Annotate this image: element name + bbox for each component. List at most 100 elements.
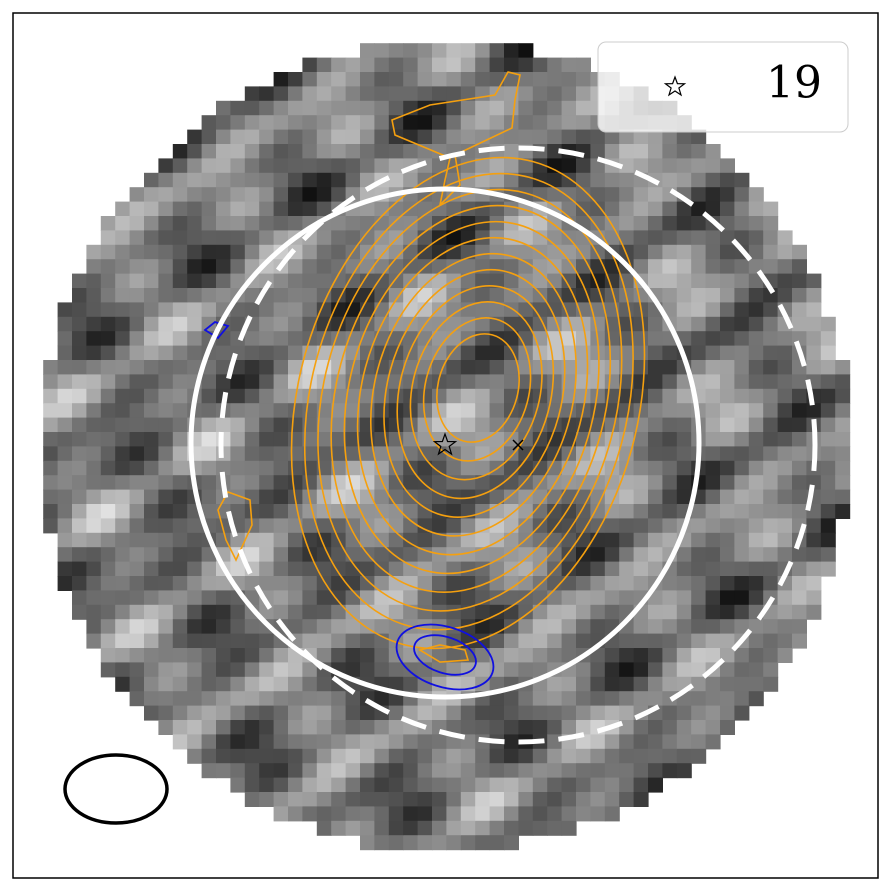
pixel — [115, 446, 131, 462]
pixel — [331, 590, 347, 606]
pixel — [820, 446, 836, 462]
pixel — [158, 201, 174, 217]
pixel — [604, 460, 620, 476]
pixel — [288, 734, 303, 750]
pixel — [532, 86, 548, 102]
pixel — [302, 748, 318, 764]
pixel — [187, 691, 203, 707]
pixel — [432, 57, 447, 73]
pixel — [316, 302, 332, 318]
pixel — [273, 748, 289, 764]
pixel — [360, 604, 375, 620]
pixel — [432, 345, 447, 361]
pixel — [792, 576, 807, 591]
pixel — [748, 417, 764, 433]
pixel — [705, 604, 721, 620]
pixel — [144, 547, 159, 563]
pixel — [576, 705, 591, 721]
pixel — [144, 633, 159, 649]
contour — [396, 284, 555, 500]
pixel — [835, 360, 851, 375]
pixel — [777, 633, 793, 649]
pixel — [273, 388, 289, 404]
pixel — [273, 806, 289, 822]
pixel — [691, 345, 707, 361]
pixel — [316, 432, 332, 447]
pixel — [388, 734, 404, 750]
pixel — [619, 187, 635, 203]
pixel — [561, 619, 577, 635]
pixel — [489, 345, 505, 361]
pixel — [187, 720, 203, 735]
pixel — [201, 561, 217, 577]
pixel — [648, 244, 663, 260]
pixel — [72, 475, 87, 491]
pixel — [100, 590, 116, 606]
pixel — [691, 720, 707, 735]
pixel — [316, 777, 332, 793]
pixel — [518, 720, 534, 735]
pixel — [403, 734, 419, 750]
pixel — [590, 576, 606, 591]
pixel — [100, 331, 116, 347]
pixel — [547, 676, 563, 692]
pixel — [244, 201, 260, 217]
pixel — [676, 648, 692, 663]
pixel — [316, 360, 332, 375]
pixel — [504, 777, 519, 793]
pixel — [201, 489, 217, 505]
pixel — [201, 590, 217, 606]
pixel — [273, 561, 289, 577]
pixel — [532, 72, 548, 87]
pixel — [316, 705, 332, 721]
pixel — [748, 259, 764, 275]
pixel — [360, 561, 375, 577]
pixel — [115, 201, 131, 217]
pixel — [100, 446, 116, 462]
pixel — [475, 388, 491, 404]
pixel — [475, 820, 491, 836]
pixel — [633, 561, 649, 577]
pixel — [720, 360, 735, 375]
pixel — [129, 662, 145, 678]
pixel — [230, 129, 246, 145]
pixel — [187, 604, 203, 620]
pixel — [604, 331, 620, 347]
pixel — [547, 619, 563, 635]
pixel — [777, 388, 793, 404]
pixel — [518, 230, 534, 246]
pixel — [345, 820, 361, 836]
pixel — [316, 259, 332, 275]
pixel — [331, 806, 347, 822]
pixel — [403, 259, 419, 275]
pixel — [590, 561, 606, 577]
pixel — [446, 100, 462, 116]
pixel — [475, 302, 491, 318]
pixel — [734, 705, 750, 721]
pixel — [633, 345, 649, 361]
pixel — [288, 590, 303, 606]
pixel — [475, 835, 491, 851]
pixel — [475, 532, 491, 548]
pixel — [691, 547, 707, 563]
pixel — [619, 705, 635, 721]
pixel — [316, 720, 332, 735]
pixel — [57, 576, 73, 591]
pixel — [201, 763, 217, 779]
pixel — [273, 446, 289, 462]
pixel — [432, 244, 447, 260]
pixel — [705, 230, 721, 246]
contour — [422, 317, 532, 462]
pixel — [403, 244, 419, 260]
pixel — [460, 633, 476, 649]
pixel — [388, 820, 404, 836]
pixel — [619, 216, 635, 231]
pixel — [302, 302, 318, 318]
pixel — [648, 777, 663, 793]
pixel — [648, 489, 663, 505]
pixel — [129, 302, 145, 318]
pixel — [705, 460, 721, 476]
pixel — [777, 460, 793, 476]
pixel — [100, 648, 116, 663]
pixel — [460, 302, 476, 318]
